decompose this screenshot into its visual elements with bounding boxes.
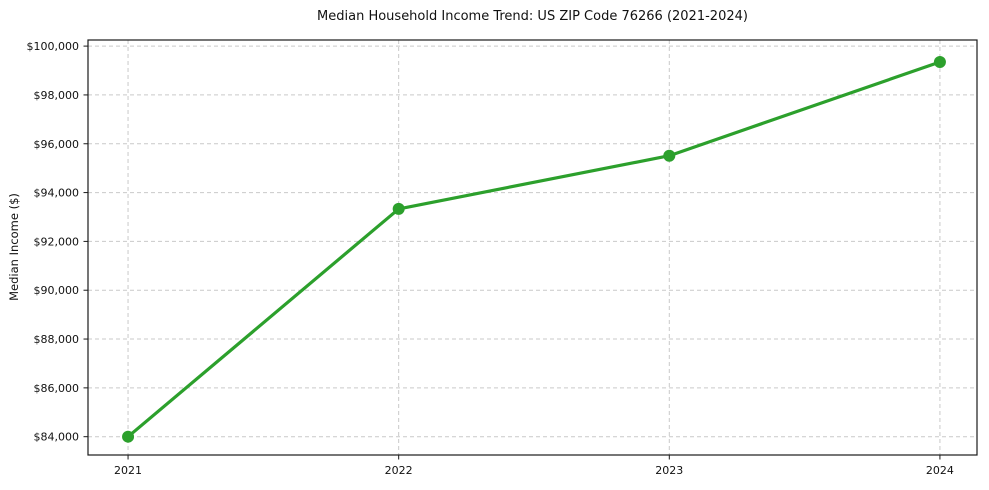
- y-tick-label: $88,000: [34, 333, 80, 346]
- y-tick-label: $98,000: [34, 89, 80, 102]
- y-tick-label: $92,000: [34, 235, 80, 248]
- x-tick-label: 2022: [385, 464, 413, 477]
- chart-title: Median Household Income Trend: US ZIP Co…: [317, 9, 748, 24]
- y-tick-label: $86,000: [34, 382, 80, 395]
- trend-line: [126, 60, 942, 439]
- x-tick-label: 2021: [114, 464, 142, 477]
- data-point: [392, 202, 405, 215]
- data-point: [122, 430, 135, 443]
- y-tick-label: $94,000: [34, 187, 80, 200]
- y-tick-label: $96,000: [34, 138, 80, 151]
- y-tick-label: $84,000: [34, 431, 80, 444]
- x-tick-label: 2023: [655, 464, 683, 477]
- plot-frame: [87, 39, 978, 456]
- data-point: [933, 55, 946, 68]
- x-tick-label: 2024: [926, 464, 954, 477]
- data-point: [663, 149, 676, 162]
- y-tick-label: $100,000: [27, 40, 80, 53]
- y-tick-label: $90,000: [34, 284, 80, 297]
